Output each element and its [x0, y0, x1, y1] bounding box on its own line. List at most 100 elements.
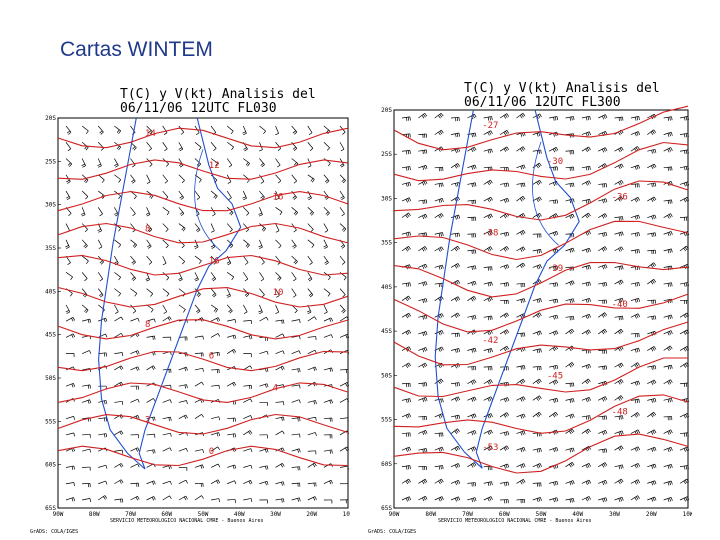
- wind-barb-feather: [538, 249, 540, 254]
- wind-barb-shaft: [663, 364, 672, 368]
- wind-barb-feather: [308, 132, 313, 135]
- wind-barb-feather: [554, 299, 557, 304]
- wind-barb-feather: [472, 447, 475, 451]
- wind-barb-feather: [293, 162, 297, 166]
- wind-barb-feather: [585, 430, 588, 435]
- wind-barb-feather: [588, 428, 591, 433]
- wind-barb-feather: [266, 316, 269, 321]
- wind-barb-feather: [425, 281, 428, 286]
- wind-barb-feather: [636, 116, 639, 121]
- wind-barb-feather: [488, 380, 492, 384]
- wind-barb-feather: [552, 331, 556, 336]
- wind-barb-feather: [72, 447, 76, 452]
- wind-barb-shaft: [291, 482, 300, 485]
- wind-barb-feather: [491, 281, 493, 286]
- wind-barb-feather: [455, 313, 459, 318]
- wind-barb-feather: [196, 309, 200, 313]
- wind-barb-feather: [441, 478, 444, 483]
- wind-barb-feather: [341, 227, 345, 231]
- wind-barb-shaft: [323, 399, 332, 403]
- wind-barb-feather: [212, 278, 216, 282]
- wind-barb-feather: [589, 281, 591, 286]
- wind-barb-feather: [634, 481, 637, 485]
- wind-barb-feather: [132, 261, 136, 265]
- wind-barb-feather: [407, 117, 410, 121]
- wind-barb-feather: [588, 496, 591, 500]
- wind-barb-feather: [487, 298, 490, 302]
- wind-barb-feather: [521, 464, 524, 468]
- wind-barb-feather: [488, 214, 492, 219]
- wind-barb-feather: [620, 415, 622, 420]
- isotherm-line: [57, 127, 349, 149]
- wind-barb-shaft: [499, 397, 508, 401]
- wind-barb-feather: [604, 396, 608, 400]
- wind-barb-feather: [570, 329, 573, 334]
- wind-barb-feather: [638, 165, 641, 169]
- wind-barb-feather: [118, 179, 122, 183]
- wind-barb-shaft: [323, 334, 332, 338]
- wind-barb-feather: [242, 131, 246, 134]
- wind-barb-feather: [440, 497, 443, 501]
- wind-barb-shaft: [450, 479, 459, 484]
- wind-barb-feather: [474, 281, 477, 285]
- wind-barb-feather: [135, 351, 138, 355]
- coastline: [98, 117, 242, 470]
- wind-barb-shaft: [516, 463, 524, 468]
- wind-barb-shaft: [82, 368, 91, 371]
- wind-barb-feather: [169, 495, 172, 500]
- wind-barb-shaft: [81, 207, 86, 215]
- wind-barb-feather: [135, 333, 138, 338]
- wind-barb-shaft: [114, 304, 119, 312]
- wind-barb-feather: [473, 379, 477, 383]
- wind-barb-shaft: [243, 239, 250, 246]
- wind-barb-feather: [439, 214, 443, 218]
- wind-barb-feather: [654, 447, 657, 451]
- wind-barb-feather: [685, 447, 688, 452]
- wind-barb-feather: [667, 331, 670, 336]
- wind-barb-feather: [408, 295, 411, 300]
- wind-barb-shaft: [146, 318, 155, 322]
- wind-barb-shaft: [418, 314, 427, 318]
- wind-barb-feather: [346, 446, 349, 451]
- wind-barb-feather: [622, 265, 624, 270]
- wind-barb-feather: [654, 464, 657, 468]
- isotherm-line: [393, 141, 689, 182]
- wind-barb-shaft: [275, 272, 282, 279]
- wind-barb-feather: [232, 433, 235, 438]
- wind-barb-feather: [637, 446, 641, 451]
- wind-barb-feather: [650, 281, 654, 285]
- wind-barb-shaft: [291, 207, 298, 213]
- wind-barb-feather: [553, 498, 555, 503]
- wind-barb-feather: [196, 197, 201, 200]
- wind-barb-feather: [202, 464, 205, 469]
- wind-barb-shaft: [194, 367, 203, 371]
- wind-barb-shaft: [663, 345, 671, 351]
- wind-barb-feather: [292, 146, 296, 150]
- wind-barb-feather: [538, 497, 541, 502]
- wind-barb-feather: [602, 265, 605, 270]
- wind-barb-feather: [216, 480, 219, 484]
- wind-barb-feather: [571, 116, 573, 121]
- wind-barb-feather: [652, 380, 655, 385]
- wind-barb-feather: [131, 260, 135, 264]
- wind-barb-feather: [585, 232, 588, 236]
- wind-barb-feather: [683, 498, 686, 502]
- wind-barb-feather: [105, 433, 108, 438]
- wind-barb-feather: [454, 216, 457, 220]
- wind-barb-feather: [145, 277, 150, 280]
- wind-barb-feather: [281, 320, 283, 324]
- wind-barb-feather: [309, 262, 313, 265]
- wind-barb-feather: [523, 430, 526, 435]
- wind-barb-feather: [297, 368, 299, 373]
- wind-barb-feather: [619, 380, 623, 384]
- wind-barb-feather: [438, 248, 441, 252]
- wind-barb-feather: [602, 481, 605, 486]
- wind-barb-shaft: [227, 480, 235, 485]
- wind-barb-feather: [277, 148, 281, 151]
- wind-barb-feather: [601, 398, 605, 402]
- wind-barb-feather: [652, 497, 655, 502]
- wind-barb-feather: [587, 231, 590, 235]
- wind-barb-shaft: [243, 479, 251, 485]
- wind-barb-feather: [653, 346, 657, 350]
- wind-barb-feather: [458, 415, 461, 419]
